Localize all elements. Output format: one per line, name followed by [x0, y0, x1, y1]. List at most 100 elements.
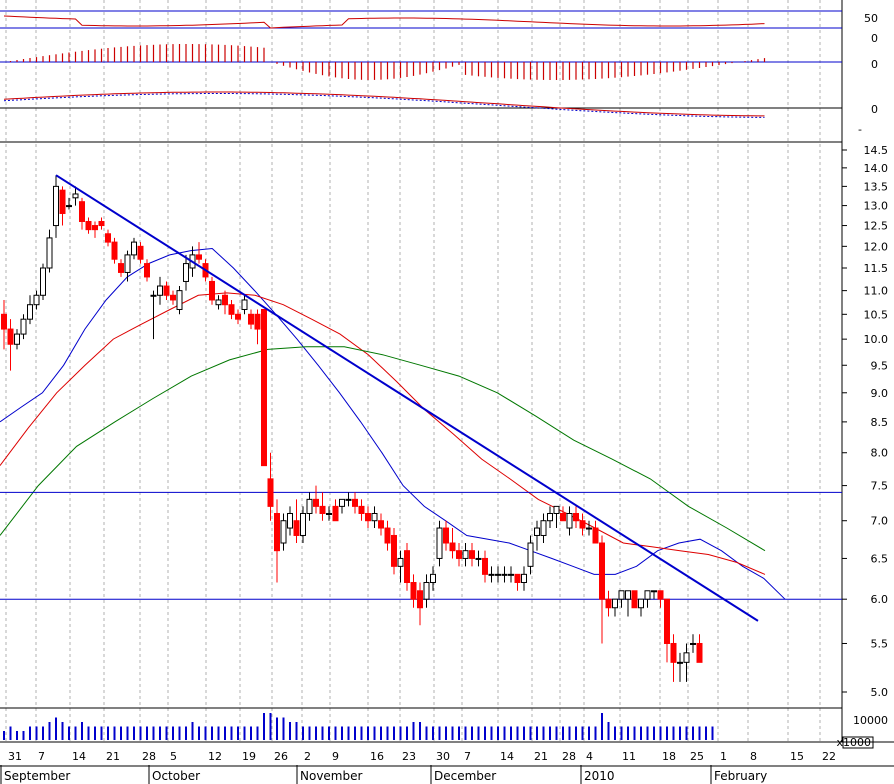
price-tick-label: 9.0: [871, 387, 889, 400]
candle-body: [157, 285, 163, 296]
candle-body: [7, 328, 14, 345]
date-tick-label: 15: [790, 750, 804, 763]
candle-body: [261, 308, 267, 467]
date-tick-label: 22: [822, 750, 836, 763]
candle-body: [430, 573, 436, 583]
candle-body: [27, 304, 33, 320]
price-tick-label: 7.5: [871, 480, 889, 493]
candle-body: [248, 313, 254, 325]
volume-tick-label: 10000: [853, 714, 888, 727]
ma-short-line: [0, 247, 786, 600]
candle-body: [274, 512, 280, 552]
date-tick-label: 2: [304, 750, 311, 763]
price-tick-label: 5.5: [871, 637, 889, 650]
price-tick-label: 8.5: [871, 416, 889, 429]
candle-body: [488, 573, 495, 576]
price-tick-label: 13.5: [864, 180, 889, 193]
histogram-panel: [0, 44, 842, 80]
date-tick-label: 7: [38, 750, 45, 763]
candle-body: [131, 241, 137, 256]
candle-body: [98, 220, 105, 227]
date-tick-label: 28: [142, 750, 156, 763]
month-label: October: [152, 769, 200, 783]
date-tick-label: 14: [72, 750, 86, 763]
candle-body: [638, 598, 644, 609]
candle-body: [1, 313, 7, 330]
candle-body: [449, 542, 456, 552]
candle-body: [417, 590, 423, 609]
candle-body: [105, 233, 111, 243]
price-tick-label: 11.0: [864, 285, 889, 298]
candle-body: [183, 263, 189, 282]
price-tick-label: 12.5: [864, 220, 889, 233]
candle-body: [111, 241, 118, 260]
candle-body: [85, 220, 92, 231]
ma-long-line: [0, 346, 766, 552]
candle-body: [579, 520, 586, 529]
candle-body: [501, 573, 508, 576]
date-tick-label: 7: [464, 750, 471, 763]
price-tick-label: 10.0: [864, 333, 889, 346]
candle-body: [280, 520, 287, 544]
date-tick-label: 11: [622, 750, 636, 763]
candle-body: [209, 280, 215, 301]
candle-body: [306, 498, 313, 514]
date-tick-label: 5: [170, 750, 177, 763]
candle-body: [410, 581, 417, 600]
candle-body: [313, 498, 319, 507]
candle-body: [443, 527, 449, 544]
price-tick-label: 14.0: [864, 162, 889, 175]
candle-body: [625, 590, 631, 600]
candle-body: [391, 534, 397, 567]
date-tick-label: 31: [8, 750, 22, 763]
candle-body: [677, 661, 683, 664]
candle-body: [319, 505, 326, 514]
candle-body: [553, 505, 560, 514]
candle-body: [540, 520, 547, 536]
price-tick-label: 12.0: [864, 240, 889, 253]
price-tick-label: 10.5: [864, 308, 889, 321]
candle-body: [436, 527, 443, 559]
month-label: November: [300, 769, 362, 783]
date-tick-label: 12: [208, 750, 222, 763]
candle-body: [293, 520, 300, 536]
date-tick-label: 30: [436, 750, 450, 763]
candle-body: [631, 590, 638, 609]
candle-body: [235, 313, 241, 320]
candle-body: [482, 557, 488, 575]
date-tick-label: 23: [402, 750, 416, 763]
candle-body: [59, 189, 66, 214]
candle-body: [163, 285, 170, 296]
price-tick-label: 13.0: [864, 200, 889, 213]
candle-body: [696, 642, 703, 663]
date-tick-label: 21: [534, 750, 548, 763]
candle-body: [352, 498, 358, 507]
volume-panel: [3, 713, 714, 740]
horizontal-levels: [0, 491, 842, 600]
panel-frames: [0, 0, 894, 743]
date-axis: 31 7 14 21 28 5 12 19 26 2 9 16 23 30 7 14 21 28 4 11 18 25 1 8…: [0, 750, 894, 784]
oscillator-tick-label: 50: [864, 12, 878, 25]
date-tick-label: 19: [242, 750, 256, 763]
candle-body: [534, 527, 540, 536]
date-tick-label: 1: [720, 750, 727, 763]
candle-body: [20, 318, 27, 335]
month-label: September: [4, 769, 70, 783]
candle-body: [46, 237, 53, 269]
candle-body: [53, 185, 59, 227]
date-tick-label: 25: [690, 750, 704, 763]
macd-tick-label: 0: [871, 103, 878, 116]
date-tick-label: 14: [500, 750, 514, 763]
candle-body: [176, 290, 183, 310]
volume-axis: 10000 x1000: [836, 714, 888, 749]
candle-body: [586, 527, 592, 530]
candle-body: [92, 225, 98, 231]
candle-body: [371, 512, 378, 522]
candle-body: [241, 299, 248, 310]
candle-body: [137, 245, 144, 260]
candle-body: [644, 590, 651, 600]
candle-body: [326, 512, 332, 515]
candle-body: [475, 557, 482, 560]
candle-body: [495, 573, 501, 576]
